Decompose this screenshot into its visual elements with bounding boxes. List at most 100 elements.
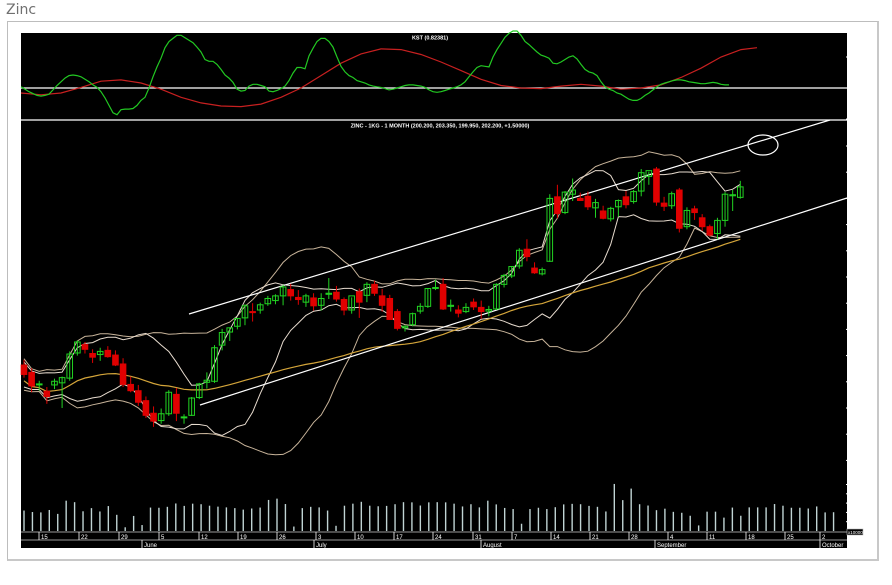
candle-body [211, 347, 218, 382]
candle-body [348, 295, 355, 311]
candle-body [561, 191, 569, 214]
month-label-september: September [657, 543, 686, 549]
candle-body [615, 199, 622, 208]
candle-body [66, 353, 74, 379]
candle-body [279, 286, 287, 297]
price-tick-label: 170 [860, 354, 871, 360]
date-tick-label: 22 [81, 535, 88, 541]
candle-body [135, 390, 142, 403]
candle-body [74, 341, 81, 354]
price-title: ZINC - 1KG - 1 MONTH (200.200, 203.350, … [351, 124, 530, 130]
candle-body [180, 416, 188, 419]
kst-line-signal [20, 47, 758, 108]
candle-body [569, 189, 576, 195]
bollinger-short-upper [23, 170, 741, 386]
date-tick-label: 4 [670, 535, 674, 541]
candle-body [43, 390, 51, 397]
price-tick-label: 195 [860, 223, 871, 229]
price-tick-label: 210 [860, 144, 871, 150]
candle-body [226, 327, 234, 333]
price-tick-label: 150 [860, 458, 871, 464]
candle-body [241, 305, 249, 319]
price-tick-label: 200 [860, 196, 871, 202]
candle-body [599, 210, 607, 219]
candle-body [462, 306, 470, 313]
volume-panel [23, 483, 835, 531]
month-label-august: August [483, 543, 502, 549]
price-tick-label: 160 [860, 406, 871, 412]
candle-body [165, 391, 173, 415]
candle-body [119, 363, 127, 385]
candle-body [51, 380, 58, 386]
price-tick-label: 180 [860, 301, 871, 307]
candle-body [333, 291, 340, 300]
date-tick-label: 3 [318, 535, 322, 541]
right-axis: 5 0 -5 210 205 200 195 190 185 180 175 170 165 160 155… [846, 35, 871, 536]
candle-body [272, 295, 279, 302]
volume-tick-label: 25000 [852, 483, 869, 489]
date-tick-label: 24 [435, 535, 442, 541]
chart-background [21, 33, 847, 548]
candle-body [424, 288, 432, 307]
kst-panel [20, 30, 847, 121]
price-tick-label: 205 [860, 170, 871, 176]
date-tick-label: 12 [201, 535, 208, 541]
date-tick-label: 14 [553, 535, 560, 541]
candle-body [401, 325, 409, 329]
highlight-ellipse [747, 134, 779, 156]
candle-body [538, 269, 546, 275]
candle-body [386, 297, 394, 320]
date-tick-label: 7 [514, 535, 518, 541]
candle-body [676, 189, 683, 229]
candle-body [104, 349, 112, 358]
candle-body [20, 364, 28, 375]
candle-body [317, 297, 325, 306]
candle-body [89, 353, 96, 358]
candle-body [706, 226, 714, 236]
candle-body [622, 196, 630, 206]
candle-body [28, 371, 35, 387]
date-tick-label: 17 [396, 535, 403, 541]
date-tick-label: 11 [709, 535, 716, 541]
price-tick-label: 185 [860, 275, 871, 281]
month-label-july: July [316, 543, 327, 549]
date-tick-label: 2 [822, 535, 826, 541]
candle-body [523, 248, 531, 258]
candle-body [439, 283, 447, 310]
candle-body [249, 311, 256, 314]
price-tick-label: 175 [860, 327, 871, 333]
date-axis: 15 22 29 5 12 19 26 3 10 17 24 31 7 14 21 28 4 11 18 25 2 Jun… [21, 531, 847, 549]
candle-body [325, 292, 333, 295]
candle-body [554, 196, 561, 215]
candle-body [432, 286, 439, 290]
price-panel [20, 119, 848, 456]
candle-body [660, 202, 668, 207]
date-tick-label: 28 [631, 535, 638, 541]
candle-body [96, 350, 104, 356]
candle-body [455, 309, 462, 314]
candle-body [157, 413, 165, 422]
candle-body [203, 379, 211, 383]
candle-body [691, 208, 698, 214]
candle-body [195, 383, 203, 399]
candle-body [355, 291, 363, 303]
trendline-upper [188, 119, 831, 315]
candle-body [531, 267, 538, 274]
trendline-lower [199, 197, 848, 406]
candle-body [150, 412, 157, 422]
candle-body [607, 207, 615, 220]
volume-unit-label: x10000 [848, 530, 863, 535]
date-tick-label: 29 [121, 535, 128, 541]
candle-body [394, 311, 401, 329]
date-tick-label: 31 [475, 535, 482, 541]
volume-unit-box [846, 528, 864, 536]
candle-body [264, 297, 272, 305]
candle-body [653, 168, 660, 203]
price-tick-label: 155 [860, 432, 871, 438]
candle-body [409, 313, 416, 326]
candle-body [729, 194, 736, 197]
candle-body [683, 209, 691, 228]
candle-body [485, 308, 493, 312]
date-tick-label: 18 [748, 535, 755, 541]
